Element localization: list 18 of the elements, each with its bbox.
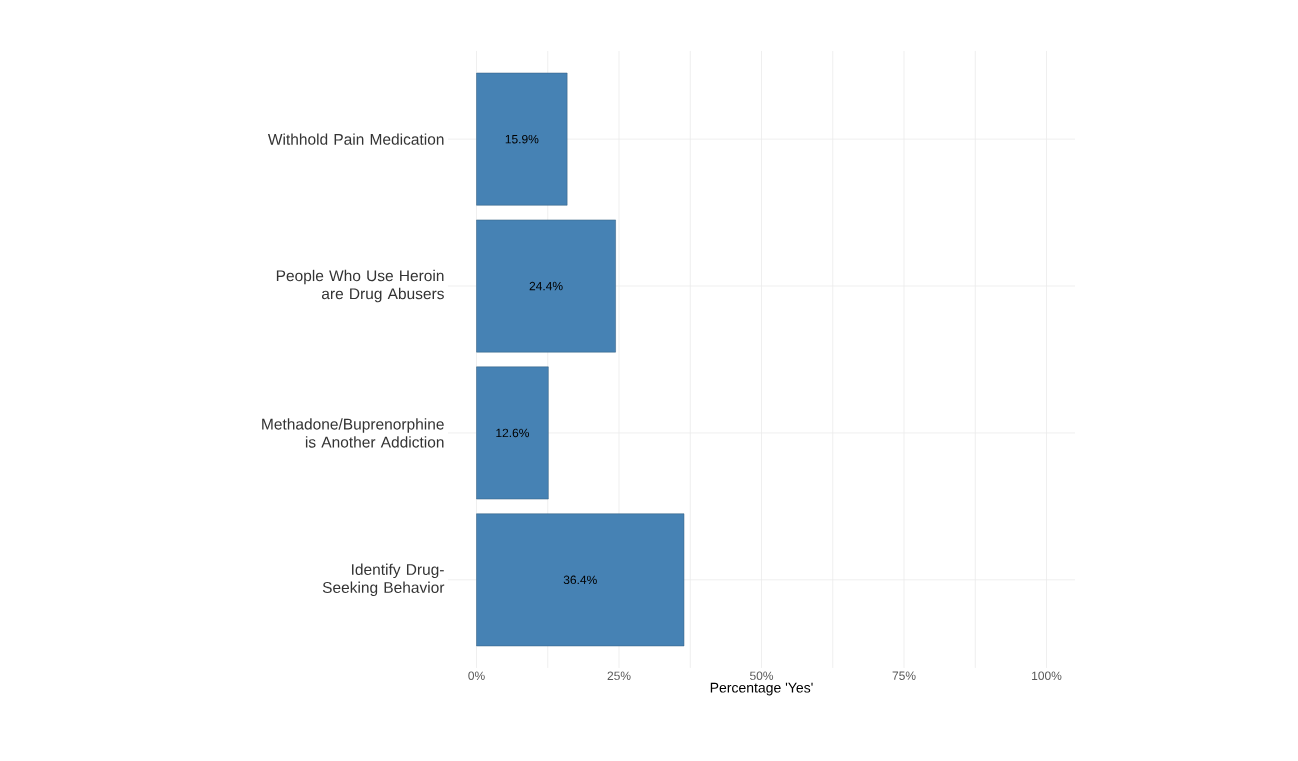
data-label: 24.4% <box>529 281 563 291</box>
bar <box>476 513 685 647</box>
y-tick-label: People Who Use Heroin are Drug Abusers <box>276 269 444 303</box>
x-tick-label: 25% <box>607 671 631 681</box>
data-label: 15.9% <box>505 134 539 144</box>
x-axis-title: Percentage 'Yes' <box>710 682 813 696</box>
bar <box>476 366 549 500</box>
x-tick-label: 0% <box>468 671 485 681</box>
x-tick-label: 100% <box>1032 671 1062 681</box>
data-label: 12.6% <box>496 428 530 438</box>
y-tick-label: Methadone/Buprenorphine is Another Addiction <box>262 418 444 448</box>
x-tick-label: 75% <box>892 671 916 680</box>
y-tick-label: Withhold Pain Medication <box>267 133 444 145</box>
bar <box>476 72 568 206</box>
data-label: 36.4% <box>563 575 597 585</box>
y-tick-label: Identify Drug-Seeking Behavior <box>322 563 445 597</box>
x-tick-label: 50% <box>749 671 774 681</box>
bar <box>476 219 616 353</box>
